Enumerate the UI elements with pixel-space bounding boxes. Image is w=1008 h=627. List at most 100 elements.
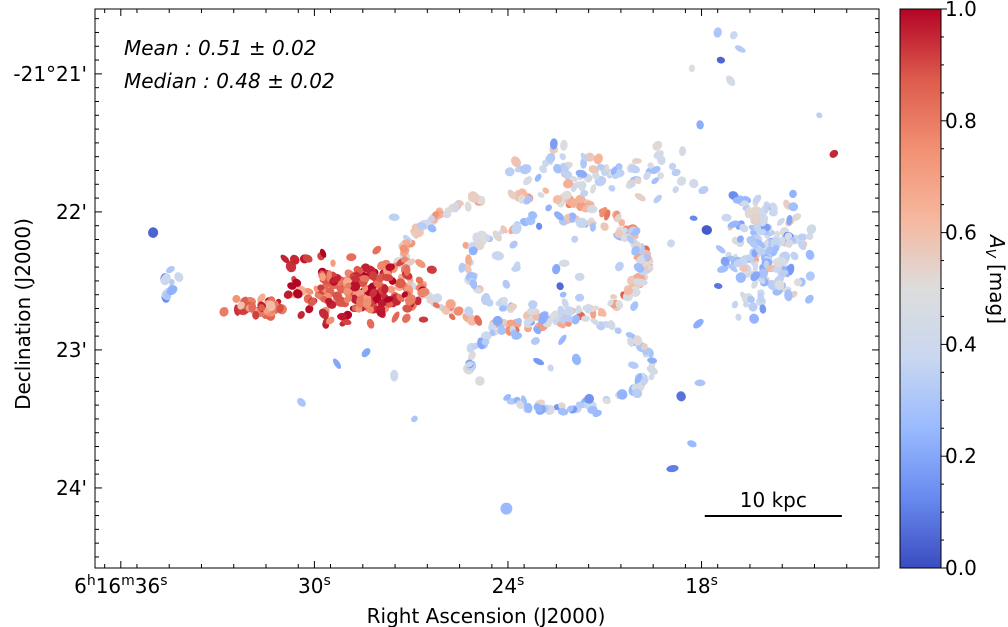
- dust-clump: [640, 377, 649, 386]
- dust-clump: [174, 272, 184, 283]
- dust-clump: [785, 239, 794, 248]
- dust-clump: [452, 201, 459, 213]
- x-tick-label: 24s: [492, 573, 525, 598]
- dust-clump: [689, 215, 698, 221]
- dust-clump: [614, 213, 622, 223]
- dust-clump: [600, 222, 609, 231]
- dust-clump: [492, 315, 503, 326]
- dust-clump: [635, 278, 648, 286]
- dust-clump: [166, 285, 178, 296]
- dust-clump: [330, 275, 342, 284]
- dust-clump: [558, 334, 567, 345]
- x-tick-label: 18s: [685, 573, 718, 598]
- dust-clump: [735, 272, 747, 283]
- dust-clump: [326, 270, 332, 282]
- dust-clump: [631, 245, 640, 256]
- dust-clump: [342, 278, 353, 285]
- colorbar-tick-label: 1.0: [945, 0, 977, 21]
- dust-clump: [552, 194, 562, 205]
- dust-clump: [713, 283, 723, 289]
- dust-clump: [752, 194, 762, 204]
- dust-clump: [559, 316, 566, 325]
- dust-clump: [341, 318, 352, 325]
- dust-clump: [784, 289, 793, 302]
- dust-clump: [448, 313, 456, 321]
- dust-clump: [366, 318, 375, 329]
- dust-clump: [332, 291, 343, 301]
- dust-clump: [373, 280, 382, 288]
- dust-clump: [739, 200, 749, 207]
- dust-clump: [776, 217, 785, 226]
- dust-clump: [528, 211, 538, 220]
- dust-clump: [569, 198, 579, 208]
- x-axis-label: Right Ascension (J2000): [367, 604, 606, 627]
- dust-clump: [350, 275, 360, 283]
- y-tick-label: 24': [56, 476, 87, 500]
- dust-clump: [325, 297, 333, 305]
- dust-clump: [816, 112, 823, 119]
- dust-clump: [618, 219, 625, 227]
- dust-clump: [359, 275, 370, 282]
- dust-clump: [362, 297, 372, 309]
- dust-clump: [464, 201, 472, 212]
- dust-clump: [560, 139, 568, 151]
- dust-clump: [739, 264, 749, 272]
- dust-clump: [545, 152, 556, 164]
- dust-clump: [731, 300, 739, 309]
- dust-clump: [369, 288, 378, 298]
- dust-clump: [537, 192, 545, 198]
- dust-clump: [545, 204, 552, 212]
- dust-clump: [666, 465, 679, 473]
- dust-clump: [643, 253, 651, 261]
- dust-clump: [511, 332, 523, 340]
- dust-clump: [759, 304, 767, 314]
- dust-clump: [492, 230, 502, 242]
- x-tick-label: 6h16m36s: [74, 573, 167, 598]
- dust-clump: [405, 294, 416, 306]
- dust-clump: [604, 209, 611, 221]
- dust-clump: [502, 279, 511, 289]
- dust-clump: [559, 291, 567, 298]
- dust-clump: [395, 278, 406, 289]
- dust-clump: [631, 227, 641, 237]
- dust-clump: [557, 305, 566, 317]
- dust-clump: [337, 312, 347, 321]
- dust-clump: [426, 296, 434, 304]
- dust-clump: [383, 296, 394, 303]
- dust-clump: [523, 317, 534, 326]
- dust-clump: [283, 290, 293, 299]
- dust-clump: [515, 317, 522, 324]
- dust-clump: [610, 294, 618, 300]
- dust-clump: [528, 300, 538, 309]
- dust-clump: [749, 313, 760, 324]
- dust-clump: [614, 261, 624, 272]
- dust-clump: [581, 315, 590, 322]
- dust-clump: [571, 314, 580, 325]
- dust-clump: [524, 402, 533, 414]
- dust-clump: [237, 301, 245, 310]
- dust-clump: [165, 265, 175, 274]
- dust-clump: [335, 283, 345, 294]
- dust-clump: [735, 45, 746, 53]
- dust-clump: [297, 397, 306, 407]
- dust-clump: [647, 357, 658, 364]
- dust-clump: [561, 169, 573, 178]
- dust-clump: [416, 221, 427, 230]
- dust-clump: [648, 373, 655, 381]
- dust-clump: [463, 263, 472, 274]
- dust-clump: [739, 223, 749, 233]
- dust-clump: [553, 163, 563, 174]
- dust-clump: [465, 361, 474, 368]
- dust-clump: [232, 294, 241, 303]
- dust-clump: [598, 307, 607, 317]
- dust-clump: [575, 217, 588, 229]
- dust-clump: [535, 222, 543, 230]
- dust-clump: [688, 64, 696, 73]
- x-tick-label: 30s: [298, 573, 331, 598]
- dust-clump: [672, 186, 679, 194]
- scale-bar-label: 10 kpc: [740, 488, 807, 512]
- dust-clump: [805, 271, 815, 281]
- dust-clump: [292, 278, 302, 287]
- dust-clump: [445, 299, 456, 310]
